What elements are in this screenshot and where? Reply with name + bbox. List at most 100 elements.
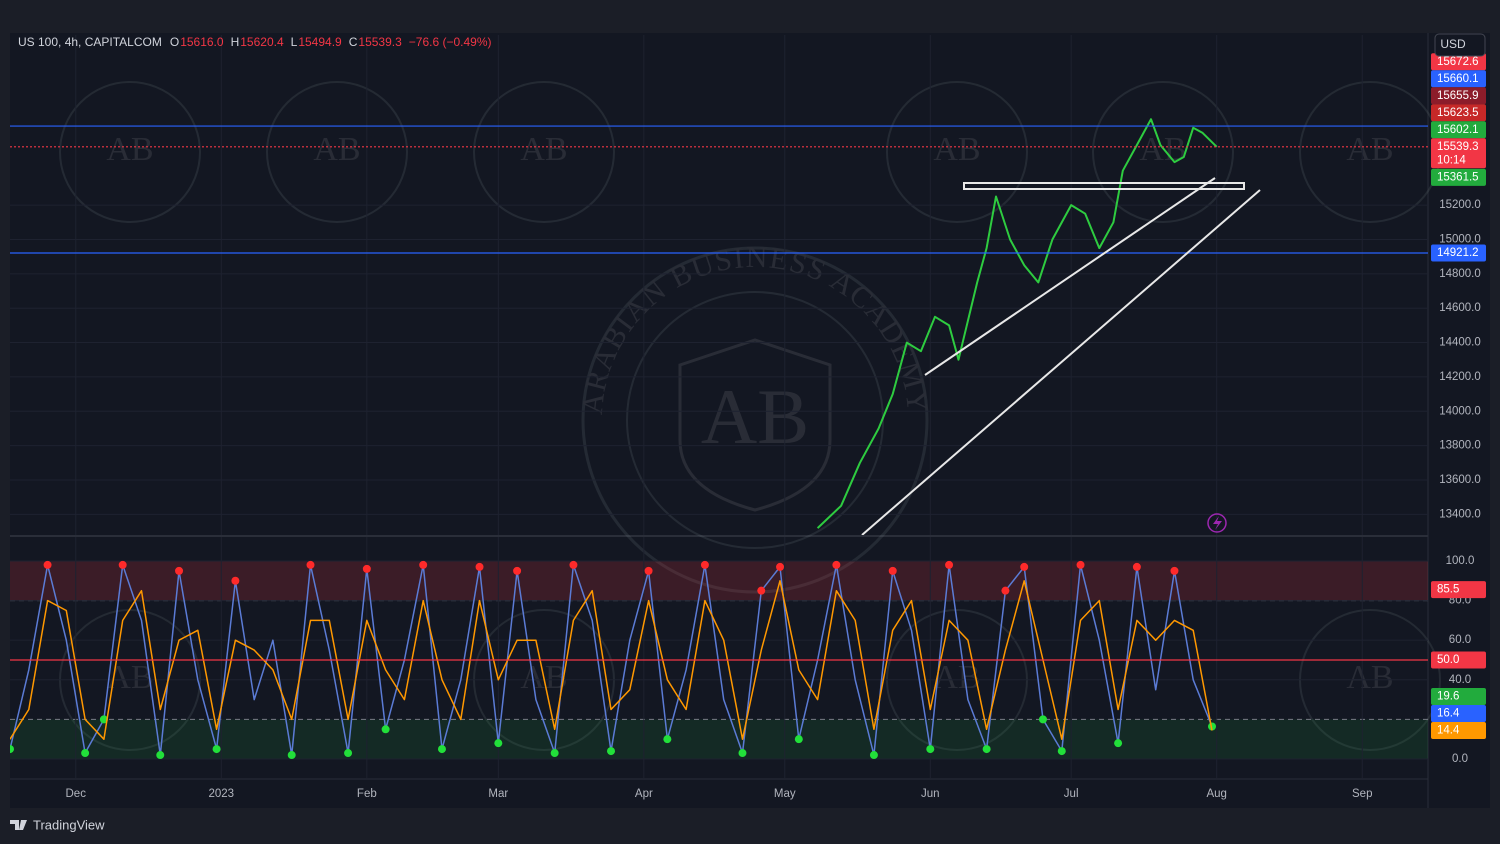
y-tick-label: 40.0 <box>1449 674 1471 686</box>
signal-dot <box>607 747 616 756</box>
chart-area <box>10 33 1490 808</box>
signal-dot <box>926 745 935 754</box>
x-tick-label: Jun <box>921 788 940 800</box>
ohlc-value: 15616.0 <box>180 35 224 49</box>
signal-dot <box>663 735 672 744</box>
signal-dot <box>99 715 108 724</box>
trend-line <box>924 177 1216 376</box>
price-label: 15623.5 <box>1437 107 1479 119</box>
price-label: 15660.1 <box>1437 73 1479 85</box>
signal-dot <box>832 560 841 569</box>
price-label-box <box>1431 168 1486 186</box>
watermark-tile-logo: AB <box>1346 131 1393 168</box>
watermark-logo: AB <box>701 373 809 460</box>
x-tick-label: Feb <box>357 788 377 800</box>
signal-dot <box>644 566 653 575</box>
signal-dot <box>738 749 747 758</box>
price-label: 16.4 <box>1437 708 1460 720</box>
price-label: 14.4 <box>1437 725 1460 737</box>
y-tick-label: 0.0 <box>1452 753 1468 765</box>
x-tick-label: Mar <box>488 788 508 800</box>
watermark-tile <box>886 81 1028 223</box>
signal-dot <box>381 725 390 734</box>
signal-dot <box>1170 566 1179 575</box>
price-label-box <box>1431 651 1486 669</box>
ohlc-value: 15494.9 <box>298 35 342 49</box>
signal-dot <box>794 735 803 744</box>
price-label-box <box>1431 87 1486 105</box>
y-tick-label: 15000.0 <box>1439 233 1481 245</box>
x-tick-label: Dec <box>66 788 87 800</box>
signal-dot <box>10 745 14 754</box>
signal-dot <box>513 566 522 575</box>
pane <box>10 35 1428 535</box>
watermark-tile <box>59 81 201 223</box>
alert-bolt <box>1213 516 1222 530</box>
signal-dot <box>1076 560 1085 569</box>
watermark-tile <box>1092 81 1234 223</box>
watermark-tile-logo: AB <box>933 131 980 168</box>
band <box>10 719 1428 759</box>
series-line <box>816 118 1218 529</box>
signal-dot <box>344 749 353 758</box>
signal-dot <box>869 751 878 760</box>
x-tick-label: Apr <box>635 788 653 800</box>
price-label-box <box>1431 53 1486 71</box>
signal-dot <box>81 749 90 758</box>
alert-icon[interactable] <box>1207 513 1227 533</box>
signal-dot <box>362 564 371 573</box>
pane <box>10 537 1428 778</box>
signal-dot <box>1132 562 1141 571</box>
ohlc-value: 15620.4 <box>240 35 284 49</box>
watermark-tile <box>266 81 408 223</box>
watermark-tile-logo: AB <box>313 131 360 168</box>
signal-dot <box>118 560 127 569</box>
signal-dot <box>231 576 240 585</box>
footer-brand: TradingView <box>33 817 105 832</box>
signal-dot <box>437 745 446 754</box>
logo-icon <box>10 820 27 830</box>
currency[interactable]: USD <box>1440 37 1466 51</box>
plot: 13400.0 13600.0 13800.0 14000.0 14200.0 14400… <box>10 35 1486 800</box>
signal-dot <box>945 560 954 569</box>
signal-dot <box>1114 739 1123 748</box>
price-label-box <box>1431 581 1486 599</box>
y-tick-label: 13600.0 <box>1439 474 1481 486</box>
price-label-box <box>1431 687 1486 705</box>
signal-dot <box>1038 715 1047 724</box>
signal-dot <box>494 739 503 748</box>
ohlc-key: C <box>349 35 358 49</box>
signal-dot <box>982 745 991 754</box>
price-label: 15361.5 <box>1437 171 1479 183</box>
price-label: 85.5 <box>1437 584 1459 596</box>
signal-dot <box>212 745 221 754</box>
signal-dot <box>175 566 184 575</box>
price-label: 19.6 <box>1437 691 1459 703</box>
series-line <box>10 580 1213 740</box>
price-label: 15672.6 <box>1437 56 1479 68</box>
signal-dot <box>1057 747 1066 756</box>
price-label: 50.0 <box>1437 654 1459 666</box>
y-tick-label: 100.0 <box>1446 555 1475 567</box>
signal-dot <box>888 566 897 575</box>
signal-dot <box>156 751 165 760</box>
signal-dot <box>287 751 296 760</box>
signal-dot <box>306 560 315 569</box>
y-tick-label: 15200.0 <box>1439 199 1481 211</box>
price-label: 14921.2 <box>1437 247 1479 259</box>
signal-dot <box>475 562 484 571</box>
y-tick-label: 60.0 <box>1449 634 1471 646</box>
watermark-tile-logo: AB <box>106 131 153 168</box>
symbol-title: US 100, 4h, CAPITALCOM <box>18 35 162 49</box>
y-tick-label: 14800.0 <box>1439 268 1481 280</box>
change: −76.6 (−0.49%) <box>409 35 492 49</box>
x-tick-label: May <box>774 788 796 800</box>
price-label-box <box>1431 104 1486 122</box>
ohlc-key: H <box>231 35 240 49</box>
price-label: 15602.1 <box>1437 124 1479 136</box>
currency-button[interactable] <box>1434 33 1486 57</box>
y-tick-label: 13400.0 <box>1439 508 1481 520</box>
signal-dot <box>419 560 428 569</box>
signal-dot <box>43 560 52 569</box>
